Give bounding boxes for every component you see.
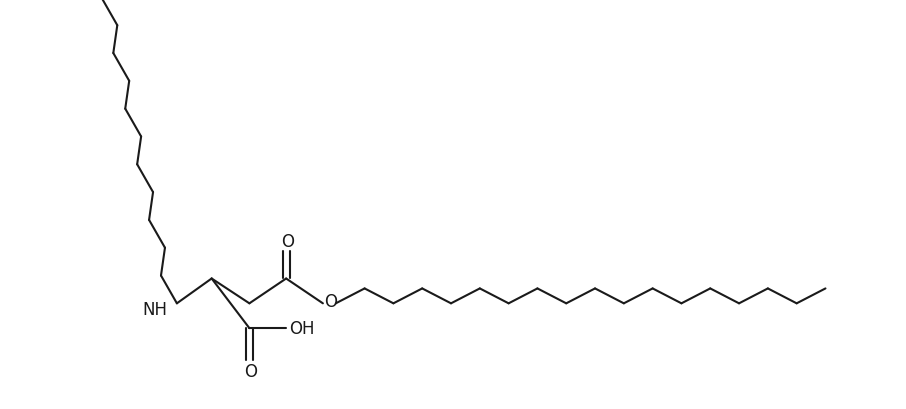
Text: O: O xyxy=(281,232,294,250)
Text: O: O xyxy=(324,292,337,310)
Text: OH: OH xyxy=(289,319,314,337)
Text: NH: NH xyxy=(142,301,168,319)
Text: O: O xyxy=(244,362,257,380)
